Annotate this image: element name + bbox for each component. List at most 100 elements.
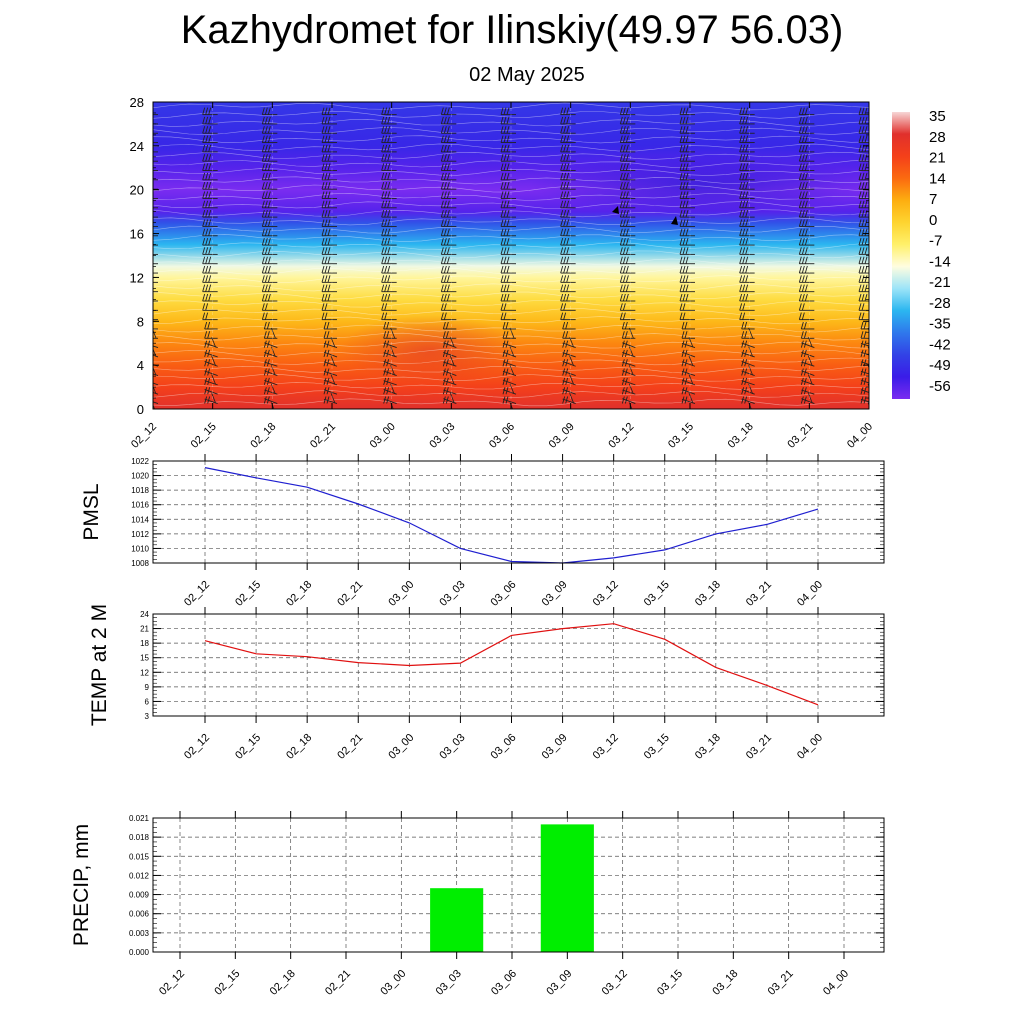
x-tick-label: 03_06 <box>489 732 519 762</box>
wind-barb <box>619 219 636 227</box>
wind-barb <box>442 349 457 367</box>
wind-barb <box>619 200 636 209</box>
x-tick-label: 02_15 <box>233 579 263 609</box>
x-tick-label: 03_00 <box>378 968 408 998</box>
section-y-tick-label: 8 <box>137 314 144 329</box>
section-x-tick-label: 03_21 <box>785 421 815 451</box>
wind-barb <box>381 303 397 311</box>
x-tick-label: 03_12 <box>600 968 630 998</box>
wind-barb <box>204 321 218 330</box>
y-tick-label: 1020 <box>131 472 149 481</box>
panel-y-ticks: 0.000 0.003 0.006 0.009 0.012 0.015 0.018 0.021 <box>129 814 884 957</box>
x-tick-label: 02_21 <box>335 732 365 762</box>
panel-x-ticks: 02_12 02_15 02_18 02_21 03_00 03_03 03_06 03_09… <box>157 811 851 998</box>
wind-barb <box>323 349 338 367</box>
wind-barb <box>440 284 457 293</box>
x-tick-label: 02_21 <box>335 579 365 609</box>
wind-barb <box>261 135 278 144</box>
x-tick-label: 03_12 <box>591 579 621 609</box>
x-tick-label: 03_00 <box>386 732 416 762</box>
wind-barb <box>261 265 278 274</box>
wind-barb <box>261 284 278 293</box>
wind-barb <box>202 191 218 199</box>
wind-barb <box>681 331 695 348</box>
wind-barb <box>321 163 337 171</box>
wind-barb <box>383 331 397 339</box>
wind-barb <box>681 368 696 385</box>
y-tick-label: 1014 <box>131 515 149 524</box>
wind-barb <box>153 300 158 302</box>
x-tick-label: 04_00 <box>795 579 825 609</box>
wind-barb <box>619 191 636 199</box>
wind-barb <box>440 303 457 311</box>
wind-barb <box>679 303 695 311</box>
wind-barb <box>440 191 457 199</box>
wind-barb <box>798 116 815 125</box>
wind-barb <box>500 107 516 116</box>
wind-barb <box>619 247 636 255</box>
wind-barb <box>619 210 636 218</box>
wind-barb <box>739 219 755 227</box>
wind-barb <box>858 312 869 321</box>
wind-barb <box>560 126 576 134</box>
precip-bar <box>430 888 484 952</box>
y-tick-label: 18 <box>140 639 149 648</box>
section-y-tick-label: 12 <box>130 270 144 285</box>
wind-barb <box>679 144 695 153</box>
wind-barb <box>798 172 815 181</box>
panel-grid <box>153 461 884 563</box>
colorbar <box>892 112 910 399</box>
wind-barb <box>321 219 337 227</box>
wind-barb <box>381 210 397 218</box>
temp-2m-axis-label: TEMP at 2 M <box>88 604 111 726</box>
wind-barb <box>261 312 278 321</box>
wind-barb <box>153 142 158 144</box>
wind-barb <box>500 228 516 237</box>
wind-barb <box>500 116 516 125</box>
wind-barb <box>500 312 516 321</box>
wind-barb <box>321 116 337 125</box>
wind-barb <box>679 293 695 302</box>
wind-barb <box>798 144 815 153</box>
wind-barb <box>858 172 869 181</box>
wind-barb <box>679 210 695 218</box>
wind-barb <box>562 368 576 385</box>
wind-barb <box>381 293 397 302</box>
wind-barb <box>679 107 695 116</box>
wind-barb <box>202 126 218 134</box>
wind-barb <box>381 116 397 125</box>
wind-barb <box>440 200 457 209</box>
x-tick-label: 02_18 <box>284 579 314 609</box>
chart-subtitle: 02 May 2025 <box>469 64 585 86</box>
wind-barb <box>858 182 869 190</box>
x-tick-label: 03_09 <box>544 968 574 998</box>
wind-barb <box>741 340 755 357</box>
y-tick-label: 1010 <box>131 544 149 553</box>
wind-barb <box>679 228 695 237</box>
wind-barb <box>202 256 218 265</box>
wind-barb <box>741 331 755 339</box>
wind-barb <box>619 284 636 293</box>
panel-y-ticks: 1008 1010 1012 1014 1016 1018 1020 1022 <box>131 457 884 568</box>
panel-y-ticks: 3 6 9 12 15 18 21 24 <box>140 610 884 721</box>
wind-barb <box>739 210 755 218</box>
wind-barb <box>381 107 397 116</box>
wind-barb <box>681 387 696 404</box>
wind-barb <box>679 182 695 190</box>
chart-title: Kazhydromet for Ilinskiy(49.97 56.03) <box>180 8 844 52</box>
wind-barb <box>500 200 516 209</box>
wind-barb <box>153 328 158 339</box>
x-tick-label: 03_21 <box>744 732 774 762</box>
wind-barb <box>440 172 457 181</box>
wind-barb <box>321 172 337 181</box>
wind-barb <box>619 107 636 116</box>
wind-barb <box>502 377 517 395</box>
pmsl-axis-label: PMSL <box>80 483 103 540</box>
wind-barb <box>153 244 158 246</box>
y-tick-label: 12 <box>140 668 149 677</box>
wind-barb <box>381 275 397 283</box>
wind-barb <box>153 225 158 227</box>
wind-barb <box>383 377 397 395</box>
wind-barb <box>619 312 636 321</box>
x-tick-label: 03_03 <box>437 732 467 762</box>
